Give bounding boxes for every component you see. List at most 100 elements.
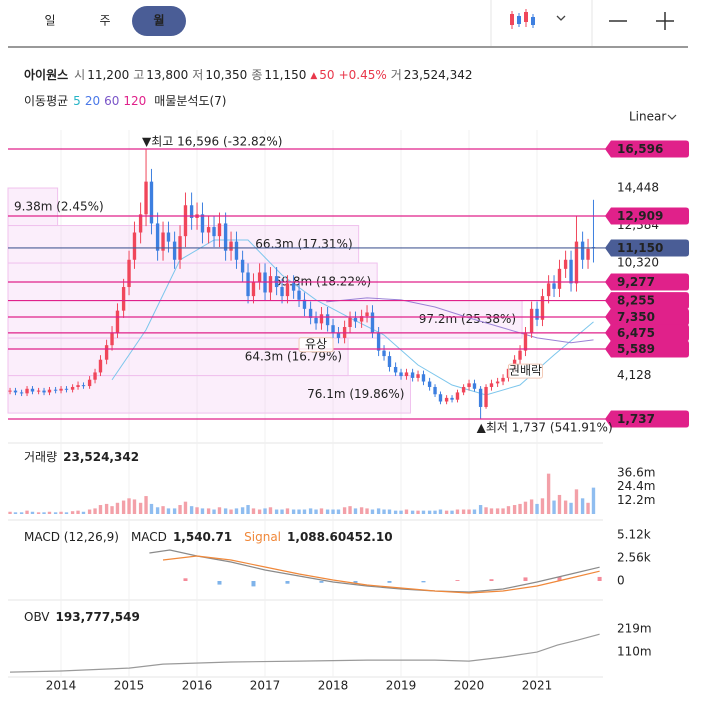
volume-bar xyxy=(268,507,273,514)
price-level-tag xyxy=(605,308,689,326)
x-tick-label: 2018 xyxy=(318,679,349,693)
change-pct: +0.45% xyxy=(339,68,387,82)
volume-profile-band xyxy=(7,300,523,339)
candle-body xyxy=(138,214,143,233)
volume-bar xyxy=(325,509,330,514)
candle-body xyxy=(427,381,432,387)
histogram-bar xyxy=(597,576,602,582)
price-level-label: 7,350 xyxy=(617,310,655,324)
volume-bar xyxy=(229,509,233,514)
volume-bar xyxy=(189,506,194,514)
candle-body xyxy=(399,372,403,377)
histogram-bar xyxy=(557,576,562,582)
volume-bar xyxy=(450,510,454,514)
volume-bar xyxy=(195,507,199,514)
price-level-label: 11,150 xyxy=(617,241,663,255)
candle-body xyxy=(115,310,120,333)
volume-bar xyxy=(172,508,177,514)
volume-bar xyxy=(98,505,103,514)
histogram-bar xyxy=(217,581,222,585)
tab[interactable]: 주 xyxy=(99,14,110,28)
candle-body xyxy=(229,241,233,251)
volume-bar xyxy=(155,507,160,514)
volume-bar xyxy=(427,510,432,514)
candle-body xyxy=(535,308,539,320)
macd-line xyxy=(162,555,600,594)
candle-body xyxy=(557,268,562,289)
candle-body xyxy=(64,388,69,390)
candle-body xyxy=(161,232,165,251)
volume-bar xyxy=(127,498,131,514)
scale-toggle[interactable]: Linear xyxy=(629,110,666,124)
candle-body xyxy=(478,388,483,407)
candle-body xyxy=(76,385,80,387)
volume-bar xyxy=(132,499,137,514)
quote-value: 13,800 xyxy=(146,68,188,82)
panel-title: OBV 193,777,549 xyxy=(24,610,140,624)
volume-bar xyxy=(93,508,97,514)
volume-bar xyxy=(200,508,205,514)
volume-bar xyxy=(76,510,80,514)
candle-body xyxy=(580,241,585,260)
candle-body xyxy=(59,388,63,391)
change-arrow: ▲ xyxy=(310,71,317,81)
histogram-bar xyxy=(455,580,460,582)
volume-bar xyxy=(70,511,75,514)
chart-type-icon[interactable] xyxy=(510,9,566,29)
volume-bar xyxy=(263,508,267,514)
tab[interactable]: 일 xyxy=(44,14,55,28)
histogram-bar xyxy=(387,581,392,583)
volume-bar xyxy=(319,508,324,514)
volume-profile-label: 64.3m (16.79%) xyxy=(245,349,342,363)
volume-bar xyxy=(121,500,126,514)
obv-line xyxy=(9,633,600,673)
scale-chevron[interactable] xyxy=(667,114,677,120)
price-level-tag xyxy=(605,140,689,158)
candle-body xyxy=(421,374,426,382)
volume-bar xyxy=(359,507,364,514)
candle-body xyxy=(223,223,228,251)
volume-bar xyxy=(285,508,290,514)
histogram-bar xyxy=(319,581,324,583)
volume-bar xyxy=(506,506,511,514)
candle-body xyxy=(472,383,477,389)
x-tick-label: 2017 xyxy=(250,679,281,693)
price-level-tag xyxy=(605,292,689,310)
quote-value: 10,350 xyxy=(205,68,247,82)
y-tick-label: 2.56k xyxy=(617,551,651,565)
volume-bar xyxy=(314,509,318,514)
price-level-label: 6,475 xyxy=(617,326,655,340)
candle-body xyxy=(444,397,449,402)
volume-bar xyxy=(53,512,58,514)
volume-bar xyxy=(149,503,154,514)
candle-body xyxy=(240,259,245,273)
tab[interactable]: 월 xyxy=(153,13,164,28)
volume-bar xyxy=(416,510,420,514)
volume-bar xyxy=(484,507,488,514)
candle-body xyxy=(518,350,522,360)
price-level-label: 12,909 xyxy=(617,209,663,223)
ma-label: 이동평균 xyxy=(24,94,68,108)
volume-bar xyxy=(251,508,256,514)
candle-body xyxy=(144,181,148,215)
event-badge xyxy=(298,337,334,353)
active-tab-pill[interactable] xyxy=(132,6,186,36)
stock-name: 아이원스 xyxy=(24,67,68,82)
change: 50 xyxy=(319,68,334,82)
panel-title: 거래량 23,524,342 xyxy=(24,450,139,464)
volume-profile-label: 69.8m (18.22%) xyxy=(274,274,371,288)
panel-value: 1,540.71 xyxy=(173,530,232,544)
zoom-in[interactable] xyxy=(656,12,674,30)
volume-bar xyxy=(399,510,403,514)
volume-bar xyxy=(138,502,143,514)
candle-body xyxy=(87,379,92,387)
price-level-tag xyxy=(605,207,689,225)
volume-bar xyxy=(19,512,24,514)
volume-bar xyxy=(472,509,477,514)
candle-body xyxy=(297,290,301,300)
volume-bar xyxy=(489,508,494,514)
candle-body xyxy=(206,227,211,233)
volume-profile-label: 9.38m (2.45%) xyxy=(14,199,104,213)
candle-body xyxy=(268,276,273,293)
